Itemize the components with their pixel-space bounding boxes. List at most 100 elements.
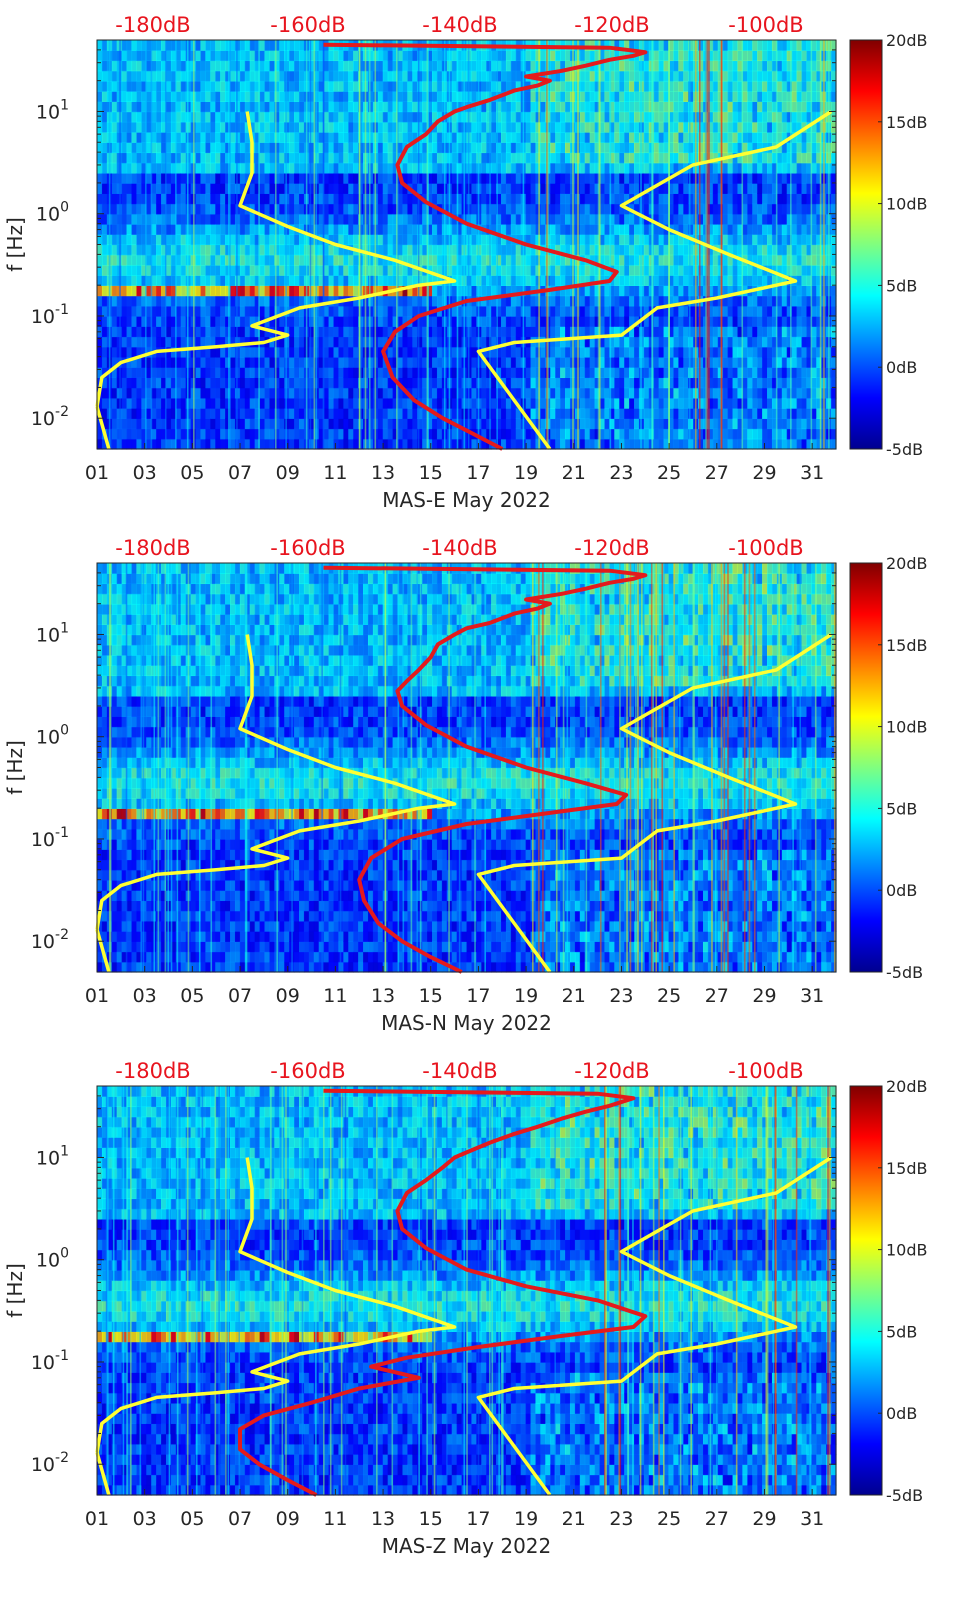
x-tick-label: 01: [85, 985, 109, 1007]
x-tick-label: 31: [800, 462, 824, 484]
x-tick-label: 29: [752, 1508, 776, 1530]
x-tick-label: 29: [752, 985, 776, 1007]
colorbar-tick-label: 10dB: [886, 195, 928, 214]
x-axis-label: MAS-N May 2022: [381, 1011, 552, 1035]
colorbar: [849, 1085, 883, 1496]
x-tick-label: 31: [800, 985, 824, 1007]
yellow-curve: [476, 633, 833, 974]
top-axis-db-label: -120dB: [574, 1059, 649, 1083]
y-tick-label: 100: [36, 1246, 69, 1272]
y-tick-label: 101: [36, 97, 69, 123]
colorbar-tick-label: 10dB: [886, 1241, 928, 1260]
heatmap-texture: [97, 40, 837, 450]
colorbar-tick-label: 0dB: [886, 1404, 917, 1423]
colorbar: [849, 39, 883, 450]
y-tick-label: 10-2: [31, 404, 69, 430]
x-tick-label: 25: [657, 462, 681, 484]
colorbar-tick-label: 20dB: [886, 31, 928, 50]
top-axis-db-label: -100dB: [728, 536, 803, 560]
colorbar-tick-label: 5dB: [886, 276, 917, 295]
yellow-curve: [476, 1156, 833, 1497]
colorbar-tick-label: -5dB: [886, 963, 923, 982]
colorbar-tick-label: 10dB: [886, 718, 928, 737]
top-axis-db-label: -140dB: [422, 1059, 497, 1083]
top-axis-db-label: -180dB: [115, 13, 190, 37]
y-tick-label: 101: [36, 1143, 69, 1169]
x-tick-label: 09: [276, 462, 300, 484]
y-tick-label: 10-1: [31, 1348, 69, 1374]
x-tick-label: 17: [466, 462, 490, 484]
x-tick-label: 07: [228, 985, 252, 1007]
colorbar-tick-label: 0dB: [886, 881, 917, 900]
x-axis-label: MAS-E May 2022: [382, 488, 550, 512]
yellow-curve: [95, 1452, 111, 1496]
top-axis-db-label: -160dB: [270, 1059, 345, 1083]
top-axis-db-label: -160dB: [270, 536, 345, 560]
top-axis-db-label: -120dB: [574, 536, 649, 560]
yellow-curve: [95, 111, 457, 407]
y-axis-label: f [Hz]: [3, 1263, 27, 1318]
y-tick-label: 10-1: [31, 302, 69, 328]
x-tick-label: 15: [419, 985, 443, 1007]
x-tick-label: 15: [419, 462, 443, 484]
spectrogram-panel: 01 03 05 07 09 11 13 15 17 19 21 23 25 27 29 31 10-2 10-1…: [3, 1059, 928, 1558]
x-tick-label: 03: [133, 985, 157, 1007]
x-tick-label: 21: [562, 462, 586, 484]
x-tick-label: 07: [228, 1508, 252, 1530]
x-tick-label: 31: [800, 1508, 824, 1530]
x-tick-label: 03: [133, 1508, 157, 1530]
x-tick-label: 05: [180, 985, 204, 1007]
x-tick-label: 19: [514, 1508, 538, 1530]
y-tick-label: 101: [36, 620, 69, 646]
y-tick-label: 100: [36, 200, 69, 226]
colorbar-tick-label: 20dB: [886, 1077, 928, 1096]
colorbar-tick-label: 0dB: [886, 358, 917, 377]
yellow-curve: [95, 929, 111, 973]
x-tick-label: 01: [85, 1508, 109, 1530]
colorbar-tick-label: 5dB: [886, 1322, 917, 1341]
heatmap-texture: [97, 563, 837, 973]
x-tick-label: 27: [705, 462, 729, 484]
heatmap-texture: [97, 1086, 837, 1496]
top-axis-db-label: -140dB: [422, 13, 497, 37]
top-axis-db-label: -160dB: [270, 13, 345, 37]
x-tick-label: 27: [705, 1508, 729, 1530]
x-tick-label: 11: [323, 462, 347, 484]
red-curve: [323, 42, 648, 451]
x-tick-label: 09: [276, 985, 300, 1007]
yellow-curve: [95, 634, 457, 930]
y-axis-label: f [Hz]: [3, 740, 27, 795]
x-tick-label: 11: [323, 1508, 347, 1530]
colorbar-tick-label: -5dB: [886, 440, 923, 459]
colorbar-tick-label: 15dB: [886, 1159, 928, 1178]
colorbar-tick-label: -5dB: [886, 1486, 923, 1505]
x-tick-label: 23: [609, 462, 633, 484]
yellow-curve: [476, 110, 833, 451]
top-axis-db-label: -180dB: [115, 536, 190, 560]
x-tick-label: 03: [133, 462, 157, 484]
x-tick-label: 09: [276, 1508, 300, 1530]
top-axis-db-label: -120dB: [574, 13, 649, 37]
x-tick-label: 13: [371, 1508, 395, 1530]
colorbar-tick-label: 20dB: [886, 554, 928, 573]
x-tick-label: 23: [609, 985, 633, 1007]
y-tick-label: 10-2: [31, 927, 69, 953]
x-tick-label: 25: [657, 1508, 681, 1530]
y-tick-label: 100: [36, 723, 69, 749]
x-tick-label: 21: [562, 985, 586, 1007]
x-tick-label: 17: [466, 985, 490, 1007]
x-tick-label: 05: [180, 1508, 204, 1530]
x-tick-label: 23: [609, 1508, 633, 1530]
top-axis-db-label: -100dB: [728, 13, 803, 37]
x-tick-label: 19: [514, 462, 538, 484]
x-tick-label: 07: [228, 462, 252, 484]
spectrogram-panel: 01 03 05 07 09 11 13 15 17 19 21 23 25 27 29 31 10-2 10-1…: [3, 536, 928, 1035]
top-axis-db-label: -180dB: [115, 1059, 190, 1083]
x-tick-label: 13: [371, 462, 395, 484]
x-tick-label: 25: [657, 985, 681, 1007]
x-tick-label: 17: [466, 1508, 490, 1530]
yellow-curve: [95, 1157, 457, 1453]
x-axis-label: MAS-Z May 2022: [382, 1534, 552, 1558]
spectrogram-panel: 01 03 05 07 09 11 13 15 17 19 21 23 25 27 29 31 10-2 10-1…: [3, 13, 928, 512]
